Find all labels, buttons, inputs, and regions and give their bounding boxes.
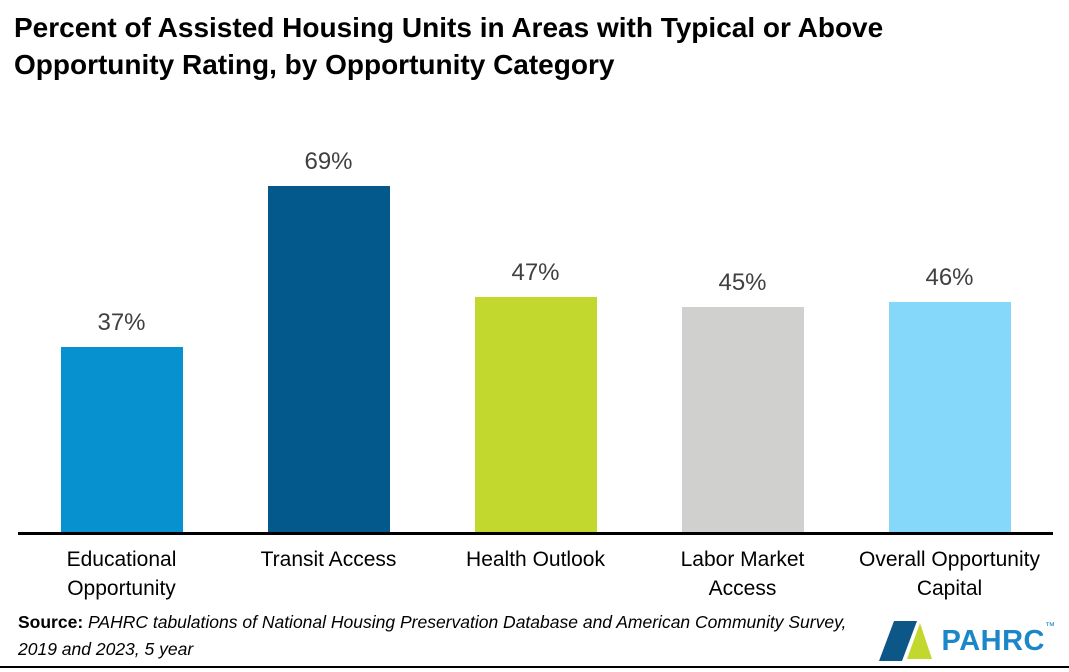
category-label: Overall Opportunity Capital (859, 548, 1040, 601)
pahrc-logo-text: PAHRC (941, 624, 1045, 657)
source-note: Source: PAHRC tabulations of National Ho… (18, 609, 878, 663)
bar-value-label: 69% (304, 148, 353, 175)
trademark-symbol: ™ (1045, 621, 1055, 632)
source-prefix: Source (18, 612, 78, 632)
bar-column: 45% (639, 269, 846, 532)
bar (681, 307, 804, 532)
bar-value-label: 46% (925, 264, 974, 291)
bar-column: 37% (18, 309, 225, 532)
bar-value-label: 47% (511, 259, 560, 286)
pahrc-logo: PAHRC ™ (878, 619, 1055, 663)
bar (267, 186, 390, 532)
bar (474, 297, 597, 532)
category-labels-row: Educational Opportunity Transit Access Hea… (18, 545, 1053, 604)
bar (888, 302, 1011, 532)
plot-area: 37% 69% 47% 45% 46% (18, 122, 1053, 535)
bar (60, 347, 183, 532)
bar-value-label: 37% (97, 309, 146, 336)
bar-value-label: 45% (718, 269, 767, 296)
bar-column: 46% (846, 264, 1053, 532)
source-separator: : (77, 612, 89, 632)
chart-title: Percent of Assisted Housing Units in Are… (14, 12, 884, 80)
pahrc-logo-icon (878, 621, 932, 661)
category-label: Transit Access (260, 548, 397, 571)
bar-column: 47% (432, 259, 639, 532)
bottom-divider (0, 666, 1069, 668)
category-label: Health Outlook (466, 548, 605, 571)
bar-column: 69% (225, 148, 432, 532)
category-label: Educational Opportunity (66, 548, 177, 601)
category-label: Labor Market Access (680, 548, 805, 601)
source-text: PAHRC tabulations of National Housing Pr… (18, 612, 847, 660)
